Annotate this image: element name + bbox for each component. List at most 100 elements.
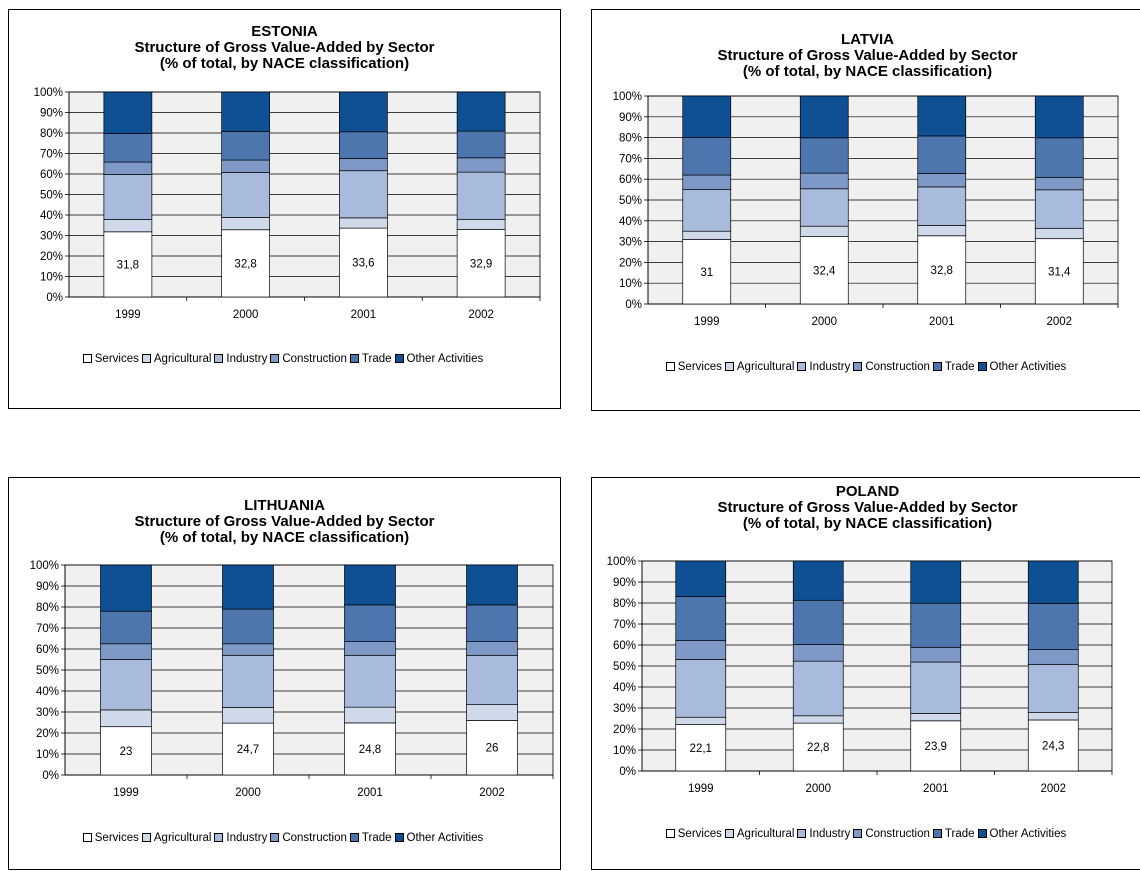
legend-item-trade: Trade — [932, 361, 975, 373]
y-tick-label: 80% — [613, 598, 636, 610]
chart-panel-estonia: ESTONIA Structure of Gross Value-Added b… — [8, 9, 561, 409]
y-tick-label: 0% — [625, 299, 642, 311]
y-tick-label: 90% — [40, 108, 63, 120]
legend-swatch — [141, 354, 151, 363]
x-tick-label: 2001 — [923, 783, 949, 795]
bar-segment-construction — [344, 641, 396, 656]
bar-segment-agricultural — [456, 218, 506, 230]
bar-segment-construction — [675, 640, 727, 660]
legend-swatch — [665, 829, 675, 838]
legend-item-agricultural: Agricultural — [141, 832, 211, 844]
chart-subtitle-line-2: (% of total, by NACE classification) — [159, 529, 410, 546]
legend-swatch — [141, 833, 151, 842]
bar-segment-industry — [917, 186, 967, 226]
y-tick-label: 80% — [40, 128, 63, 140]
legend-swatch — [665, 362, 675, 371]
legend-label: Construction — [865, 361, 930, 373]
chart-legend: Services Agricultural Industry Construction… — [592, 828, 1140, 840]
legend-label: Other Activities — [406, 353, 484, 365]
bar-segment-services — [344, 722, 396, 776]
legend-swatch — [349, 354, 359, 363]
chart-legend: Services Agricultural Industry Construction… — [9, 353, 560, 365]
bar-segment-other-activities — [456, 91, 506, 132]
chart-title-block: POLAND Structure of Gross Value-Added by… — [592, 484, 1140, 532]
bar-segment-construction — [917, 173, 967, 188]
y-tick-label: 40% — [40, 210, 63, 222]
bar-segment-agricultural — [1034, 227, 1084, 240]
bar-segment-other-activities — [103, 91, 153, 134]
chart-panel-poland: POLAND Structure of Gross Value-Added by… — [591, 477, 1140, 870]
legend-swatch — [82, 354, 92, 363]
legend-label: Trade — [361, 832, 392, 844]
legend-swatch — [394, 833, 404, 842]
bar-segment-trade — [456, 130, 506, 159]
y-tick-label: 70% — [613, 619, 636, 631]
bar-segment-agricultural — [339, 217, 388, 229]
bar-segment-industry — [792, 660, 844, 717]
y-tick-label: 60% — [36, 644, 59, 656]
y-tick-label: 40% — [613, 682, 636, 694]
y-tick-label: 70% — [40, 149, 63, 161]
x-tick-label: 2001 — [357, 787, 383, 799]
legend-item-trade: Trade — [349, 832, 392, 844]
y-tick-label: 20% — [619, 257, 642, 269]
legend-label: Construction — [282, 353, 347, 365]
data-label: 32,8 — [931, 265, 953, 277]
bar-segment-services — [792, 722, 844, 772]
bar-segment-trade — [100, 610, 152, 645]
legend-swatch — [394, 354, 404, 363]
legend-item-agricultural: Agricultural — [724, 828, 794, 840]
legend-item-trade: Trade — [349, 353, 392, 365]
bar-segment-other-activities — [682, 95, 732, 138]
chart-legend: Services Agricultural Industry Construction… — [9, 832, 560, 844]
chart-title: LATVIA — [840, 31, 895, 48]
legend-label: Agricultural — [153, 353, 212, 365]
bar-segment-trade — [103, 133, 153, 163]
legend-item-agricultural: Agricultural — [141, 353, 212, 365]
chart-plot: 0% 10% 20% 30% 40% 50% 60% 70% 80% 90% 100% 31 1999 3… — [613, 91, 1119, 328]
y-tick-label: 40% — [619, 216, 642, 228]
bar-segment-industry — [103, 174, 153, 220]
legend-item-construction: Construction — [270, 832, 347, 844]
bar-segment-construction — [1027, 649, 1079, 665]
legend-swatch — [724, 362, 734, 371]
legend-label: Services — [94, 832, 139, 844]
y-tick-label: 20% — [40, 251, 63, 263]
bar-segment-industry — [222, 654, 274, 708]
y-tick-label: 50% — [40, 190, 63, 202]
chart-title-block: LATVIA Structure of Gross Value-Added by… — [592, 32, 1140, 80]
chart-subtitle-line-1: Structure of Gross Value-Added by Sector — [717, 499, 1018, 516]
chart-title: LITHUANIA — [244, 497, 325, 514]
legend-item-industry: Industry — [797, 361, 850, 373]
legend-swatch — [977, 829, 987, 838]
bar-segment-industry — [456, 171, 506, 220]
legend-swatch — [853, 362, 863, 371]
legend-label: Other Activities — [989, 361, 1067, 373]
y-tick-label: 10% — [613, 745, 636, 757]
bar-segment-construction — [103, 161, 153, 175]
y-tick-label: 30% — [619, 237, 642, 249]
y-tick-label: 0% — [619, 766, 636, 778]
bar-segment-construction — [910, 646, 962, 663]
chart-plot: 0% 10% 20% 30% 40% 50% 60% 70% 80% 90% 100% 22,1 199… — [607, 556, 1113, 795]
bar-segment-other-activities — [344, 564, 396, 606]
data-label: 23 — [120, 746, 133, 758]
bar-segment-services — [799, 236, 849, 305]
chart-title-block: ESTONIA Structure of Gross Value-Added b… — [9, 24, 560, 72]
chart-plot: 0% 10% 20% 30% 40% 50% 60% 70% 80% 90% 100% 23 1999 2… — [30, 560, 554, 799]
legend-label: Agricultural — [736, 361, 795, 373]
bar-segment-other-activities — [466, 564, 518, 606]
legend-swatch — [214, 354, 224, 363]
bar-segment-other-activities — [1034, 95, 1084, 139]
legend-swatch — [797, 829, 807, 838]
bar-segment-trade — [1034, 137, 1084, 178]
y-tick-label: 10% — [619, 278, 642, 290]
legend-item-services: Services — [665, 361, 722, 373]
bar-segment-agricultural — [222, 707, 274, 724]
bar-segment-trade — [675, 596, 727, 641]
bar-segment-industry — [466, 654, 518, 706]
data-label: 31,8 — [117, 259, 139, 271]
x-tick-label: 1999 — [115, 309, 141, 321]
legend-item-agricultural: Agricultural — [724, 361, 795, 373]
chart-subtitle-line-1: Structure of Gross Value-Added by Sector — [134, 513, 435, 530]
